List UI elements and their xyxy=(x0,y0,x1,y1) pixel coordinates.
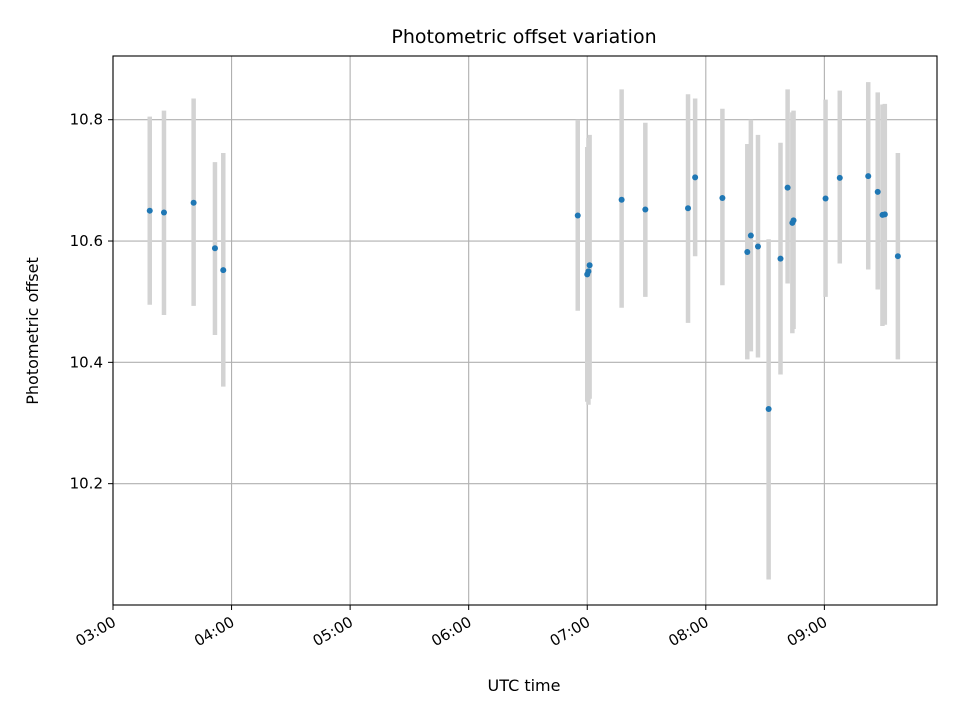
y-axis: 10.2 10.4 10.6 10.8 xyxy=(70,111,113,493)
data-point-5 xyxy=(574,212,581,219)
data-point-10 xyxy=(642,206,649,213)
data-point-7 xyxy=(585,268,592,275)
y-axis-label: Photometric offset xyxy=(23,257,42,405)
data-point-23 xyxy=(836,174,843,181)
data-point-12 xyxy=(692,174,699,181)
data-points xyxy=(146,173,901,413)
chart-title: Photometric offset variation xyxy=(391,26,656,48)
data-point-3 xyxy=(211,245,218,252)
data-point-1 xyxy=(160,209,167,216)
data-point-15 xyxy=(747,232,754,239)
y-tick-label-0: 10.2 xyxy=(70,475,103,493)
plot-frame xyxy=(112,55,938,606)
data-point-25 xyxy=(874,188,881,195)
x-axis-label: UTC time xyxy=(488,676,561,695)
data-point-24 xyxy=(865,173,872,180)
data-point-14 xyxy=(744,248,751,255)
data-point-21 xyxy=(790,217,797,224)
data-point-27 xyxy=(881,211,888,218)
data-point-28 xyxy=(894,253,901,260)
y-tick-label-3: 10.8 xyxy=(70,111,103,129)
data-point-11 xyxy=(685,205,692,212)
data-point-22 xyxy=(822,195,829,202)
data-point-16 xyxy=(754,243,761,250)
data-point-13 xyxy=(719,194,726,201)
data-point-0 xyxy=(146,207,153,214)
data-point-2 xyxy=(190,199,197,206)
data-point-18 xyxy=(777,255,784,262)
y-tick-label-1: 10.4 xyxy=(70,353,103,371)
data-point-4 xyxy=(220,267,227,274)
data-point-17 xyxy=(765,406,772,413)
data-point-19 xyxy=(784,184,791,191)
y-tick-label-2: 10.6 xyxy=(70,232,103,250)
data-point-8 xyxy=(586,262,593,269)
data-point-9 xyxy=(618,196,625,203)
